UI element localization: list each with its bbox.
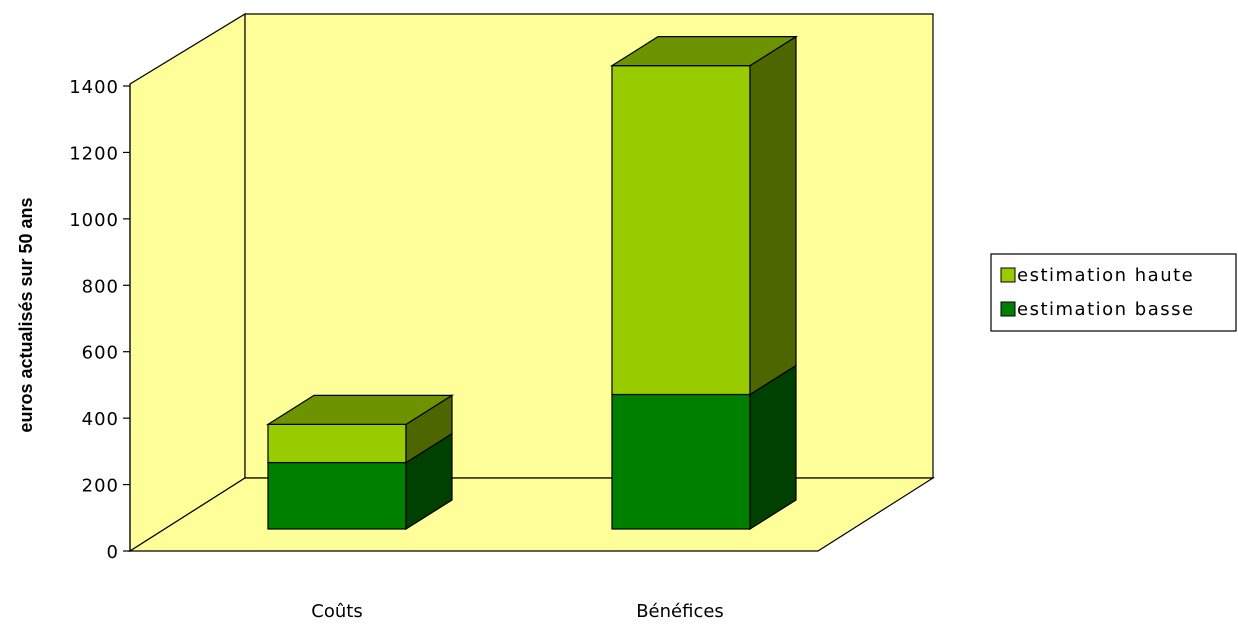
y-tick-label: 400 <box>82 409 119 430</box>
y-tick-label: 800 <box>82 276 119 297</box>
bar-segment-front <box>267 423 407 464</box>
bar-segment-front <box>267 461 407 530</box>
bar-segment-front <box>611 393 751 530</box>
side-wall <box>129 12 246 553</box>
bar-top <box>609 36 799 67</box>
x-category-label: Coûts <box>311 601 362 622</box>
y-tick-label: 600 <box>82 343 119 364</box>
bar-segment-front <box>611 65 751 396</box>
bar-segment-side <box>749 35 797 396</box>
y-tick-label: 200 <box>82 476 119 497</box>
y-axis-title: euros actualisés sur 50 ans <box>16 197 36 432</box>
y-tick-label: 0 <box>107 542 119 563</box>
y-tick-label: 1400 <box>69 77 119 98</box>
bars <box>265 35 799 531</box>
legend: estimation haute estimation basse <box>990 253 1237 332</box>
chart-walls <box>127 12 936 553</box>
y-tick-label: 1000 <box>69 210 119 231</box>
legend-swatch <box>1000 301 1016 317</box>
x-axis-labels: Coûts Bénéfices <box>311 601 724 622</box>
legend-label: estimation basse <box>1017 299 1195 320</box>
legend-box <box>990 253 1237 332</box>
legend-swatch <box>1000 267 1016 283</box>
y-tick-label: 1200 <box>69 143 119 164</box>
legend-label: estimation haute <box>1017 265 1194 286</box>
floor <box>127 477 936 552</box>
bar-top <box>265 394 455 425</box>
y-axis: 0 200 400 600 800 1000 1200 1400 <box>69 77 131 563</box>
x-category-label: Bénéfices <box>636 601 724 622</box>
